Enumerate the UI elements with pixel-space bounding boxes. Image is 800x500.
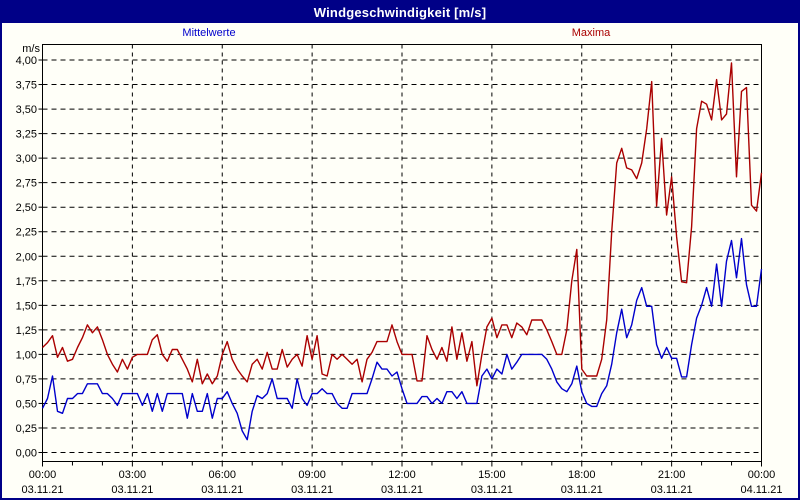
y-tick-labels: 0,00 0,25 0,50 0,75 1,00 1,25 1,50 1,75 2,00 2,25…: [16, 55, 37, 460]
x-tick-time-label: 21:00: [658, 469, 686, 481]
x-tick-date-label: 03.11.21: [291, 484, 333, 496]
x-ticks: [42, 461, 762, 467]
legend-mean-label: Mittelwerte: [182, 27, 236, 39]
x-tick-time-label: 15:00: [478, 469, 506, 481]
y-tick-label: 1,00: [16, 349, 37, 361]
chart-title: Windgeschwindigkeit [m/s]: [313, 5, 487, 20]
y-tick-label: 1,25: [16, 325, 37, 337]
x-tick-time-label: 06:00: [208, 469, 236, 481]
y-tick-label: 3,75: [16, 80, 37, 92]
x-tick-date-label: 03.11.21: [381, 484, 423, 496]
x-tick-time-label: 18:00: [568, 469, 596, 481]
x-tick-date-label: 04.11.21: [740, 484, 782, 496]
y-tick-label: 1,75: [16, 276, 37, 288]
series-mittelwerte-line: [41, 237, 763, 441]
y-tick-label: 2,00: [16, 251, 37, 263]
y-tick-label: 4,00: [16, 55, 37, 67]
y-tick-label: 3,25: [16, 129, 37, 141]
y-tick-label: 2,50: [16, 202, 37, 214]
y-tick-label: 2,25: [16, 227, 37, 239]
y-tick-label: 3,00: [16, 153, 37, 165]
x-tick-date-label: 03.11.21: [21, 484, 63, 496]
x-tick-date-label: 03.11.21: [111, 484, 153, 496]
y-tick-label: 1,50: [16, 300, 37, 312]
y-tick-label: 0,00: [16, 448, 37, 460]
x-tick-date-label: 03.11.21: [471, 484, 513, 496]
x-tick-time-label: 03:00: [119, 469, 147, 481]
x-tick-date-label: 03.11.21: [651, 484, 693, 496]
x-tick-time-label: 09:00: [298, 469, 326, 481]
title-bar: Windgeschwindigkeit [m/s]: [2, 2, 798, 23]
x-tick-time-label: 00:00: [748, 469, 776, 481]
y-ticks: [38, 59, 43, 453]
legend-max-label: Maxima: [571, 27, 611, 39]
y-tick-label: 0,75: [16, 374, 37, 386]
y-tick-label: 2,75: [16, 178, 37, 190]
series-maxima-line: [42, 62, 763, 387]
y-axis-unit-label: m/s: [22, 43, 40, 55]
x-tick-time-label: 00:00: [29, 469, 57, 481]
x-tick-time-label: 12:00: [388, 469, 416, 481]
x-tick-date-label: 03.11.21: [201, 484, 243, 496]
y-tick-label: 3,50: [16, 104, 37, 116]
x-tick-labels: 00:00 03.11.21 03:00 03.11.21 06:00 03.11.21 0…: [21, 469, 782, 496]
y-tick-label: 0,50: [16, 398, 37, 410]
y-tick-label: 0,25: [16, 423, 37, 435]
x-tick-date-label: 03.11.21: [561, 484, 603, 496]
